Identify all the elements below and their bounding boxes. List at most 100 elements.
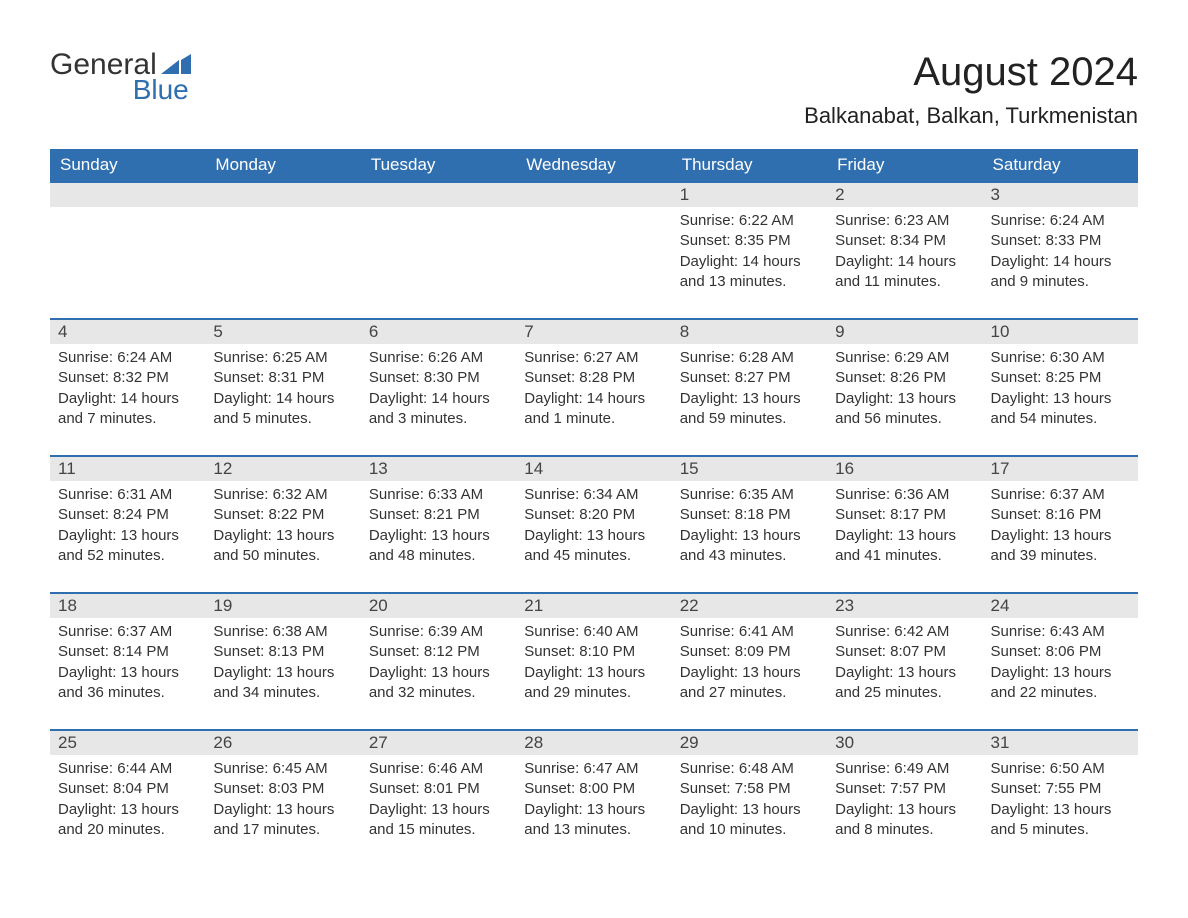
daylight-text: Daylight: 13 hours and 27 minutes. xyxy=(680,663,819,704)
day-cell: 25Sunrise: 6:44 AMSunset: 8:04 PMDayligh… xyxy=(50,729,205,866)
day-number: 28 xyxy=(516,731,671,755)
day-cell: 1Sunrise: 6:22 AMSunset: 8:35 PMDaylight… xyxy=(672,181,827,318)
day-details: Sunrise: 6:46 AMSunset: 8:01 PMDaylight:… xyxy=(361,755,516,844)
day-number: 2 xyxy=(827,183,982,207)
sunset-text: Sunset: 8:04 PM xyxy=(58,779,197,799)
sunset-text: Sunset: 8:10 PM xyxy=(524,642,663,662)
day-details: Sunrise: 6:41 AMSunset: 8:09 PMDaylight:… xyxy=(672,618,827,707)
daylight-text: Daylight: 13 hours and 50 minutes. xyxy=(213,526,352,567)
sunset-text: Sunset: 8:12 PM xyxy=(369,642,508,662)
day-cell: 16Sunrise: 6:36 AMSunset: 8:17 PMDayligh… xyxy=(827,455,982,592)
sunrise-text: Sunrise: 6:47 AM xyxy=(524,759,663,779)
sunrise-text: Sunrise: 6:45 AM xyxy=(213,759,352,779)
sunset-text: Sunset: 8:17 PM xyxy=(835,505,974,525)
empty-day-header xyxy=(516,183,671,207)
weeks-container: 1Sunrise: 6:22 AMSunset: 8:35 PMDaylight… xyxy=(50,181,1138,866)
sunrise-text: Sunrise: 6:50 AM xyxy=(991,759,1130,779)
day-details: Sunrise: 6:44 AMSunset: 8:04 PMDaylight:… xyxy=(50,755,205,844)
daylight-text: Daylight: 13 hours and 29 minutes. xyxy=(524,663,663,704)
daylight-text: Daylight: 13 hours and 54 minutes. xyxy=(991,389,1130,430)
day-cell: 10Sunrise: 6:30 AMSunset: 8:25 PMDayligh… xyxy=(983,318,1138,455)
day-number: 1 xyxy=(672,183,827,207)
sunrise-text: Sunrise: 6:33 AM xyxy=(369,485,508,505)
sunset-text: Sunset: 8:18 PM xyxy=(680,505,819,525)
day-number: 5 xyxy=(205,320,360,344)
sunrise-text: Sunrise: 6:24 AM xyxy=(58,348,197,368)
week-row: 25Sunrise: 6:44 AMSunset: 8:04 PMDayligh… xyxy=(50,729,1138,866)
day-details: Sunrise: 6:40 AMSunset: 8:10 PMDaylight:… xyxy=(516,618,671,707)
weekday-header: Tuesday xyxy=(361,149,516,181)
weekday-header: Thursday xyxy=(672,149,827,181)
day-cell: 17Sunrise: 6:37 AMSunset: 8:16 PMDayligh… xyxy=(983,455,1138,592)
day-number: 20 xyxy=(361,594,516,618)
logo-text-2: Blue xyxy=(50,76,191,104)
day-cell: 2Sunrise: 6:23 AMSunset: 8:34 PMDaylight… xyxy=(827,181,982,318)
day-details: Sunrise: 6:24 AMSunset: 8:32 PMDaylight:… xyxy=(50,344,205,433)
sunrise-text: Sunrise: 6:31 AM xyxy=(58,485,197,505)
day-cell: 3Sunrise: 6:24 AMSunset: 8:33 PMDaylight… xyxy=(983,181,1138,318)
sunrise-text: Sunrise: 6:42 AM xyxy=(835,622,974,642)
day-number: 4 xyxy=(50,320,205,344)
day-number: 31 xyxy=(983,731,1138,755)
sunset-text: Sunset: 8:32 PM xyxy=(58,368,197,388)
sunset-text: Sunset: 8:09 PM xyxy=(680,642,819,662)
sunset-text: Sunset: 8:03 PM xyxy=(213,779,352,799)
sunrise-text: Sunrise: 6:26 AM xyxy=(369,348,508,368)
day-cell: 7Sunrise: 6:27 AMSunset: 8:28 PMDaylight… xyxy=(516,318,671,455)
day-number: 14 xyxy=(516,457,671,481)
empty-day-header xyxy=(205,183,360,207)
weekday-header: Monday xyxy=(205,149,360,181)
day-cell: 15 Sunrise: 6:35 AMSunset: 8:18 PMDayligh… xyxy=(672,455,827,592)
day-number: 15 xyxy=(672,457,827,481)
sunrise-text: Sunrise: 6:36 AM xyxy=(835,485,974,505)
sunrise-text: Sunrise: 6:43 AM xyxy=(991,622,1130,642)
month-title: August 2024 xyxy=(804,50,1138,95)
day-details: Sunrise: 6:23 AMSunset: 8:34 PMDaylight:… xyxy=(827,207,982,296)
calendar: SundayMondayTuesdayWednesdayThursdayFrid… xyxy=(50,149,1138,866)
sunset-text: Sunset: 8:33 PM xyxy=(991,231,1130,251)
day-number: 10 xyxy=(983,320,1138,344)
daylight-text: Daylight: 13 hours and 5 minutes. xyxy=(991,800,1130,841)
day-number: 3 xyxy=(983,183,1138,207)
weekday-header: Sunday xyxy=(50,149,205,181)
day-cell: 12Sunrise: 6:32 AMSunset: 8:22 PMDayligh… xyxy=(205,455,360,592)
sunrise-text: Sunrise: 6:24 AM xyxy=(991,211,1130,231)
sunset-text: Sunset: 8:16 PM xyxy=(991,505,1130,525)
sunset-text: Sunset: 7:58 PM xyxy=(680,779,819,799)
daylight-text: Daylight: 13 hours and 20 minutes. xyxy=(58,800,197,841)
sunrise-text: Sunrise: 6:35 AM xyxy=(680,485,819,505)
day-cell: 14Sunrise: 6:34 AMSunset: 8:20 PMDayligh… xyxy=(516,455,671,592)
sunrise-text: Sunrise: 6:23 AM xyxy=(835,211,974,231)
daylight-text: Daylight: 13 hours and 17 minutes. xyxy=(213,800,352,841)
sunrise-text: Sunrise: 6:39 AM xyxy=(369,622,508,642)
sunrise-text: Sunrise: 6:29 AM xyxy=(835,348,974,368)
day-details: Sunrise: 6:28 AMSunset: 8:27 PMDaylight:… xyxy=(672,344,827,433)
sunset-text: Sunset: 8:20 PM xyxy=(524,505,663,525)
daylight-text: Daylight: 13 hours and 48 minutes. xyxy=(369,526,508,567)
location: Balkanabat, Balkan, Turkmenistan xyxy=(804,103,1138,129)
daylight-text: Daylight: 13 hours and 32 minutes. xyxy=(369,663,508,704)
sunset-text: Sunset: 8:26 PM xyxy=(835,368,974,388)
day-cell: 28Sunrise: 6:47 AMSunset: 8:00 PMDayligh… xyxy=(516,729,671,866)
sunrise-text: Sunrise: 6:28 AM xyxy=(680,348,819,368)
day-cell: 31Sunrise: 6:50 AMSunset: 7:55 PMDayligh… xyxy=(983,729,1138,866)
sunset-text: Sunset: 8:00 PM xyxy=(524,779,663,799)
day-details: Sunrise: 6:37 AMSunset: 8:14 PMDaylight:… xyxy=(50,618,205,707)
daylight-text: Daylight: 14 hours and 5 minutes. xyxy=(213,389,352,430)
day-cell: 13Sunrise: 6:33 AMSunset: 8:21 PMDayligh… xyxy=(361,455,516,592)
day-details: Sunrise: 6:38 AMSunset: 8:13 PMDaylight:… xyxy=(205,618,360,707)
weekday-header: Wednesday xyxy=(516,149,671,181)
daylight-text: Daylight: 14 hours and 11 minutes. xyxy=(835,252,974,293)
day-cell: 20Sunrise: 6:39 AMSunset: 8:12 PMDayligh… xyxy=(361,592,516,729)
sunrise-text: Sunrise: 6:37 AM xyxy=(991,485,1130,505)
day-details: Sunrise: 6:39 AMSunset: 8:12 PMDaylight:… xyxy=(361,618,516,707)
day-number: 8 xyxy=(672,320,827,344)
day-details: Sunrise: 6:49 AMSunset: 7:57 PMDaylight:… xyxy=(827,755,982,844)
empty-day-header xyxy=(361,183,516,207)
day-details: Sunrise: 6:22 AMSunset: 8:35 PMDaylight:… xyxy=(672,207,827,296)
sunset-text: Sunset: 8:34 PM xyxy=(835,231,974,251)
daylight-text: Daylight: 13 hours and 45 minutes. xyxy=(524,526,663,567)
daylight-text: Daylight: 13 hours and 8 minutes. xyxy=(835,800,974,841)
weekday-header-row: SundayMondayTuesdayWednesdayThursdayFrid… xyxy=(50,149,1138,181)
daylight-text: Daylight: 13 hours and 43 minutes. xyxy=(680,526,819,567)
